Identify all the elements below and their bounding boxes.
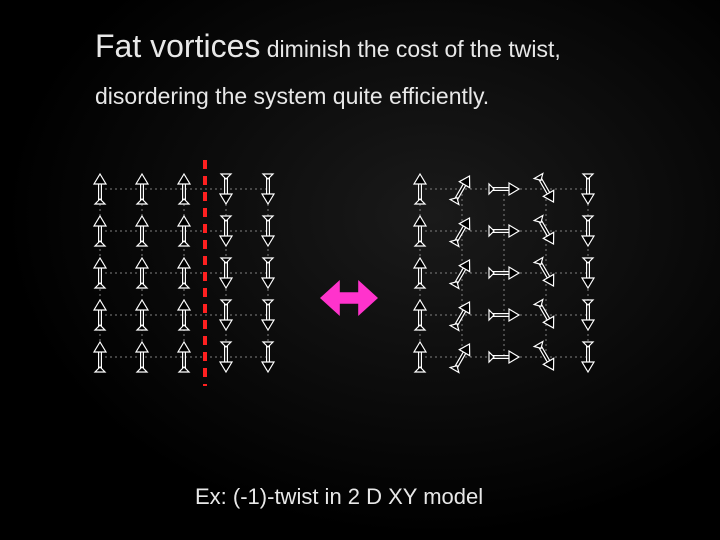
spin-arrow-icon (94, 342, 106, 372)
spin-arrow-icon (582, 258, 594, 288)
spin-arrow-icon (582, 300, 594, 330)
lattice-right (400, 160, 630, 420)
title-line-1: Fat vortices diminish the cost of the tw… (95, 24, 640, 69)
spin-arrow-icon (94, 300, 106, 330)
spin-arrow-icon (414, 258, 426, 288)
spin-arrow-icon (582, 216, 594, 246)
spin-arrow-icon (94, 258, 106, 288)
spin-arrow-icon (262, 216, 274, 246)
spin-arrow-icon (414, 216, 426, 246)
spin-arrow-icon (262, 258, 274, 288)
spin-arrow-icon (262, 300, 274, 330)
spin-arrow-icon (178, 300, 190, 330)
spin-arrow-icon (262, 342, 274, 372)
spin-arrow-icon (489, 351, 519, 363)
spin-arrow-icon (262, 174, 274, 204)
spin-arrow-icon (178, 216, 190, 246)
spin-arrow-icon (414, 300, 426, 330)
spin-arrow-icon (94, 216, 106, 246)
spin-arrow-icon (178, 342, 190, 372)
spin-arrow-icon (178, 174, 190, 204)
spin-arrow-icon (582, 174, 594, 204)
spin-arrow-icon (94, 174, 106, 204)
spin-arrow-icon (489, 183, 519, 195)
title-line-2: disordering the system quite efficiently… (95, 83, 640, 110)
center-double-arrow-icon (320, 280, 378, 316)
spin-arrow-icon (414, 342, 426, 372)
lattice-left (80, 160, 310, 420)
spin-arrow-icon (533, 299, 558, 331)
title-rest: diminish the cost of the twist, (260, 36, 560, 62)
spin-arrow-icon (582, 342, 594, 372)
title-lead: Fat vortices (95, 28, 260, 64)
spin-arrow-icon (178, 258, 190, 288)
spin-arrow-icon (489, 267, 519, 279)
spin-arrow-icon (414, 174, 426, 204)
title-block: Fat vortices diminish the cost of the tw… (95, 24, 640, 110)
caption: Ex: (-1)-twist in 2 D XY model (195, 484, 483, 510)
